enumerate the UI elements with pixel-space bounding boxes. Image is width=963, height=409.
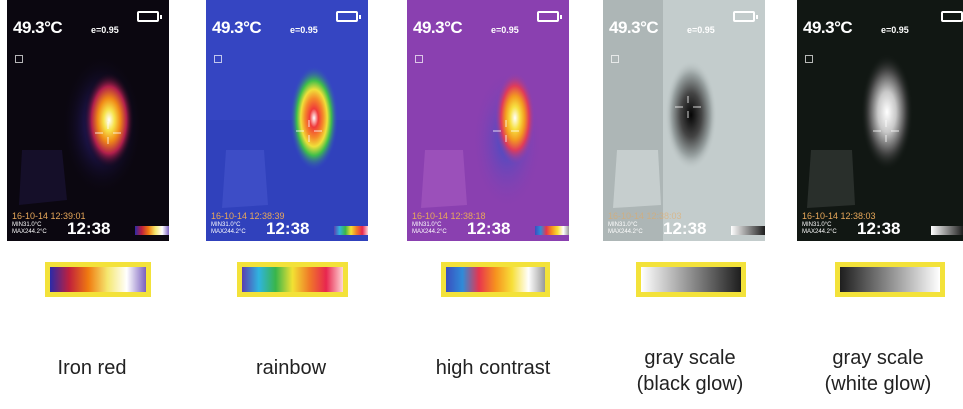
thermal-image-gray-white-glow	[797, 0, 963, 241]
caption-line: Iron red	[57, 357, 127, 379]
emissivity-readout: e=0.95	[687, 25, 715, 35]
max-temperature: MAX244.2°C	[211, 229, 246, 235]
battery-icon	[537, 11, 562, 22]
caption-line: (white glow)	[824, 373, 932, 395]
thermal-panel-gray-black-glow: 49.3°C e=0.95 16-10-14 12:38:03 MIN31.0°…	[603, 0, 765, 241]
timestamp: 16-10-14 12:39:01	[12, 211, 86, 221]
emissivity-readout: e=0.95	[491, 25, 519, 35]
emissivity-readout: e=0.95	[290, 25, 318, 35]
thermal-panel-high-contrast: 49.3°C e=0.95 16-10-14 12:38:18 MIN31.0°…	[407, 0, 569, 241]
caption-rainbow: rainbow	[201, 355, 381, 381]
caption-line: rainbow	[255, 357, 327, 379]
thermal-panel-gray-white-glow: 49.3°C e=0.95 16-10-14 12:38:03 MIN31.0°…	[797, 0, 963, 241]
caption-line: (black glow)	[636, 373, 744, 395]
thermal-image-iron-red	[7, 0, 169, 241]
thermal-image-rainbow	[206, 0, 368, 241]
caption-line: high contrast	[435, 357, 551, 379]
timestamp: 16-10-14 12:38:39	[211, 211, 285, 221]
min-temperature: MIN31.0°C	[802, 222, 832, 228]
max-temperature: MAX244.2°C	[412, 229, 447, 235]
caption-line: gray scale	[644, 347, 736, 369]
focus-box-icon	[805, 55, 813, 63]
temperature-readout: 49.3°C	[413, 18, 463, 37]
thermal-image-gray-black-glow	[603, 0, 765, 241]
timestamp: 16-10-14 12:38:03	[608, 211, 682, 221]
min-max-readout: MIN31.0°C MAX244.2°C	[12, 222, 47, 236]
timestamp: 16-10-14 12:38:03	[802, 211, 876, 221]
emissivity-readout: e=0.95	[881, 25, 909, 35]
min-max-readout: MIN31.0°C MAX244.2°C	[802, 222, 837, 236]
palette-swatch-gray-white-glow	[835, 262, 945, 297]
emissivity-readout: e=0.95	[91, 25, 119, 35]
min-max-readout: MIN31.0°C MAX244.2°C	[412, 222, 447, 236]
max-temperature: MAX244.2°C	[12, 229, 47, 235]
focus-box-icon	[611, 55, 619, 63]
min-temperature: MIN31.0°C	[12, 222, 42, 228]
clock: 12:38	[857, 219, 901, 238]
caption-gray-white-glow: gray scale (white glow)	[793, 345, 963, 397]
mini-color-scale	[334, 226, 368, 235]
battery-icon	[941, 11, 963, 22]
thermal-panel-rainbow: 49.3°C e=0.95 16-10-14 12:38:39 MIN31.0°…	[206, 0, 368, 241]
battery-icon	[336, 11, 361, 22]
focus-box-icon	[15, 55, 23, 63]
caption-gray-black-glow: gray scale (black glow)	[600, 345, 780, 397]
temperature-readout: 49.3°C	[803, 18, 853, 37]
temperature-readout: 49.3°C	[212, 18, 262, 37]
thermal-image-high-contrast	[407, 0, 569, 241]
min-temperature: MIN31.0°C	[211, 222, 241, 228]
palette-swatch-rainbow	[237, 262, 348, 297]
mini-color-scale	[135, 226, 169, 235]
min-temperature: MIN31.0°C	[608, 222, 638, 228]
battery-icon	[733, 11, 758, 22]
focus-box-icon	[214, 55, 222, 63]
clock: 12:38	[266, 219, 310, 238]
palette-swatch-high-contrast	[441, 262, 550, 297]
clock: 12:38	[67, 219, 111, 238]
caption-line: gray scale	[832, 347, 924, 369]
mini-color-scale	[535, 226, 569, 235]
palette-swatch-iron-red	[45, 262, 151, 297]
max-temperature: MAX244.2°C	[608, 229, 643, 235]
palette-swatch-gray-black-glow	[636, 262, 746, 297]
focus-box-icon	[415, 55, 423, 63]
max-temperature: MAX244.2°C	[802, 229, 837, 235]
battery-icon	[137, 11, 162, 22]
min-max-readout: MIN31.0°C MAX244.2°C	[608, 222, 643, 236]
temperature-readout: 49.3°C	[13, 18, 63, 37]
temperature-readout: 49.3°C	[609, 18, 659, 37]
min-max-readout: MIN31.0°C MAX244.2°C	[211, 222, 246, 236]
caption-iron-red: Iron red	[2, 355, 182, 381]
clock: 12:38	[467, 219, 511, 238]
min-temperature: MIN31.0°C	[412, 222, 442, 228]
clock: 12:38	[663, 219, 707, 238]
timestamp: 16-10-14 12:38:18	[412, 211, 486, 221]
mini-color-scale	[731, 226, 765, 235]
mini-color-scale	[931, 226, 963, 235]
caption-high-contrast: high contrast	[403, 355, 583, 381]
thermal-panel-iron-red: 49.3°C e=0.95 16-10-14 12:39:01 MIN31.0°…	[7, 0, 169, 241]
